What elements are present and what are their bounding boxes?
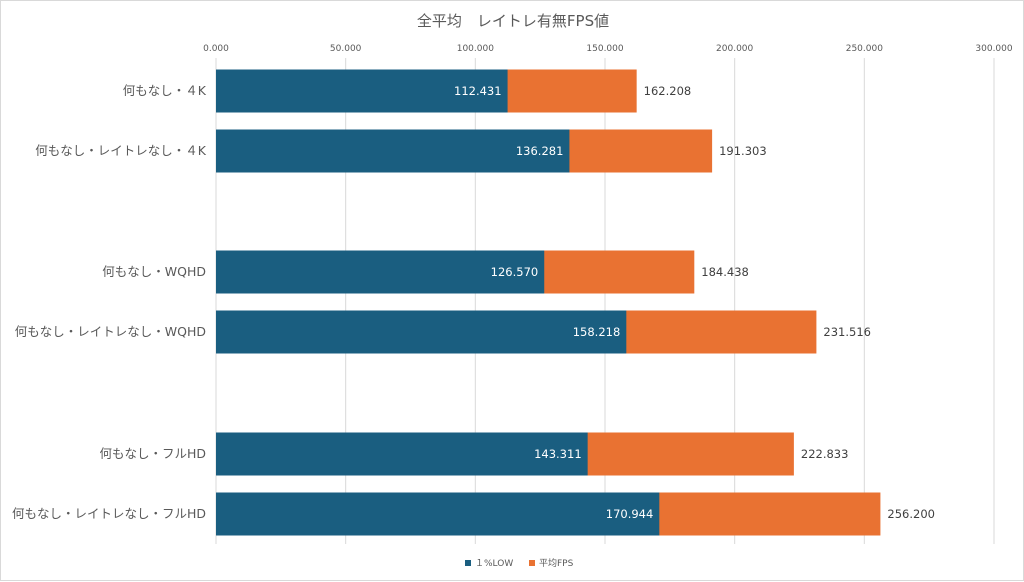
data-label-avg-fps: 256.200 [887,507,935,521]
data-label-avg-fps: 222.833 [801,447,849,461]
bar-1pct-low [216,432,588,476]
data-label-1pct-low: 136.281 [516,144,564,158]
x-tick-label: 0.000 [203,44,229,54]
data-label-1pct-low: 112.431 [454,84,502,98]
bars [216,69,881,536]
x-tick-label: 50.000 [330,44,362,54]
data-label-avg-fps: 184.438 [701,265,749,279]
category-label: 何もなし・４K [123,83,207,98]
data-label-1pct-low: 126.570 [491,265,539,279]
category-label: 何もなし・フルHD [99,446,206,461]
bar-1pct-low [216,69,508,113]
bar-1pct-low [216,492,660,536]
data-labels: 112.431 162.208 136.281 191.303 126.570 184.4… [454,84,935,521]
legend-swatch [465,560,471,566]
x-tick-label: 200.000 [716,44,753,54]
x-tick-label: 100.000 [457,44,494,54]
x-tick-label: 250.000 [846,44,883,54]
category-labels: 何もなし・４K 何もなし・レイトレなし・４K 何もなし・WQHD 何もなし・レイトレな… [12,83,207,521]
data-label-1pct-low: 143.311 [534,447,582,461]
legend: １%LOW 平均FPS [465,557,574,569]
category-label: 何もなし・レイトレなし・フルHD [12,506,206,521]
bar-1pct-low [216,250,545,294]
data-label-avg-fps: 191.303 [719,144,767,158]
x-axis-ticks: 0.000 50.000 100.000 150.000 200.000 250.000 3… [203,44,1013,54]
legend-swatch [529,560,535,566]
category-label: 何もなし・レイトレなし・WQHD [15,324,206,339]
data-label-avg-fps: 162.208 [644,84,692,98]
data-label-1pct-low: 158.218 [573,325,621,339]
legend-label: 平均FPS [539,557,574,569]
legend-label: １%LOW [475,559,513,569]
bar-1pct-low [216,129,570,173]
bar-1pct-low [216,310,627,354]
data-label-avg-fps: 231.516 [823,325,871,339]
category-label: 何もなし・WQHD [102,264,206,279]
data-label-1pct-low: 170.944 [606,507,654,521]
chart-title: 全平均 レイトレ有無FPS値 [417,12,609,30]
x-tick-label: 150.000 [586,44,623,54]
x-tick-label: 300.000 [975,44,1012,54]
category-label: 何もなし・レイトレなし・４K [35,143,207,158]
